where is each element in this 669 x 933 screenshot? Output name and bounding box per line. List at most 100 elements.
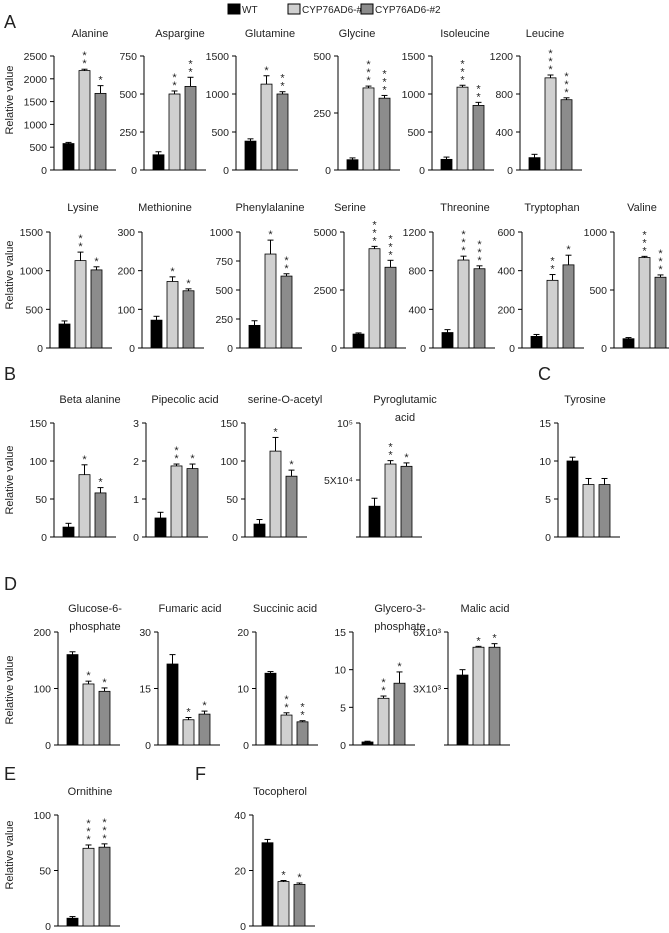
y-tick-label: 0 [545, 532, 551, 544]
significance-star: * [388, 241, 393, 253]
y-tick-label: 15 [539, 418, 551, 430]
bar-cyp76ad6-1 [582, 484, 595, 538]
bar-wt [62, 143, 75, 171]
significance-star: * [460, 58, 465, 70]
significance-star: * [280, 73, 285, 85]
bar-wt [261, 842, 274, 927]
bar-wt [352, 333, 365, 349]
significance-star: * [477, 239, 482, 251]
bar-cyp76ad6-2 [98, 690, 111, 746]
bar-wt [248, 324, 261, 349]
y-tick-label: 0 [507, 165, 513, 177]
y-tick-label: 150 [220, 418, 238, 430]
y-tick-label: 1000 [402, 89, 426, 101]
significance-star: * [284, 255, 289, 267]
chart-title: Valine [627, 202, 657, 214]
bar-wt [622, 338, 635, 349]
y-tick-label: 1500 [402, 51, 426, 63]
significance-star: * [461, 245, 466, 257]
ylabel-b: Relative value [4, 445, 16, 514]
bar-cyp76ad6-2 [186, 468, 199, 538]
bar-cyp76ad6-2 [296, 721, 309, 746]
bar-cyp76ad6-2 [276, 93, 289, 171]
y-tick-label: 0 [37, 343, 43, 355]
bar-wt [530, 335, 543, 349]
significance-star: * [188, 66, 193, 78]
y-tick-label: 400 [408, 304, 426, 316]
bar-wt [253, 523, 266, 538]
significance-star: * [98, 477, 103, 489]
chart-title: Phenylalanine [235, 202, 304, 214]
significance-star: * [642, 229, 647, 241]
bar-cyp76ad6-1 [170, 465, 183, 538]
panel-letter-e: E [4, 764, 16, 784]
y-tick-label: 6X10³ [413, 627, 442, 639]
y-tick-label: 50 [226, 494, 238, 506]
bar-cyp76ad6-2 [94, 92, 107, 171]
bar-wt [361, 741, 374, 746]
significance-star: * [404, 452, 409, 464]
y-tick-label: 100 [117, 304, 135, 316]
chart-title: Alanine [72, 28, 109, 40]
bar-cyp76ad6-2 [488, 646, 501, 746]
significance-star: * [366, 75, 371, 87]
bar-cyp76ad6-1 [457, 259, 470, 349]
bar-cyp76ad6-2 [472, 105, 485, 171]
y-tick-label: 10 [334, 665, 346, 677]
y-tick-label: 1000 [20, 266, 44, 278]
significance-star: * [86, 818, 91, 830]
y-tick-label: 800 [408, 266, 426, 278]
y-tick-label: 100 [33, 684, 51, 696]
y-tick-label: 2000 [24, 74, 48, 86]
significance-star: * [476, 635, 481, 647]
panel-letter-f: F [195, 764, 206, 784]
y-tick-label: 250 [215, 314, 233, 326]
significance-star: * [658, 248, 663, 260]
chart-fumaric-acid: Fumaric acid 0 15 30 * * [139, 603, 221, 752]
significance-star: * [284, 702, 289, 714]
bar-wt [66, 654, 79, 746]
y-tick-label: 0 [420, 343, 426, 355]
panel-letter-d: D [4, 574, 17, 594]
y-tick-label: 600 [497, 227, 515, 239]
chart-serine-o-acetyl: serine-O-acetyl 0 50 100 150 * * [220, 394, 322, 544]
y-tick-label: 15 [334, 627, 346, 639]
chart-title: Succinic acid [253, 603, 317, 615]
chart-title: serine-O-acetyl [248, 394, 323, 406]
y-tick-label: 1000 [210, 227, 234, 239]
significance-star: * [300, 702, 305, 714]
bar-cyp76ad6-2 [598, 484, 611, 538]
significance-star: * [566, 244, 571, 256]
significance-star: * [564, 87, 569, 99]
bar-wt [66, 917, 79, 927]
significance-star: * [102, 817, 107, 829]
significance-star: * [284, 694, 289, 706]
bar-wt [62, 526, 75, 538]
bar-cyp76ad6-1 [166, 281, 179, 349]
chart-title: Tryptophan [524, 202, 579, 214]
y-tick-label: 1000 [584, 227, 608, 239]
significance-star: * [78, 233, 83, 245]
significance-star: * [174, 445, 179, 457]
y-tick-label: 100 [33, 810, 51, 822]
y-tick-label: 0 [129, 343, 135, 355]
y-tick-label: 0 [232, 532, 238, 544]
significance-star: * [102, 677, 107, 689]
significance-star: * [460, 66, 465, 78]
significance-star: * [460, 74, 465, 86]
y-tick-label: 10 [539, 456, 551, 468]
significance-star: * [477, 255, 482, 267]
significance-star: * [186, 278, 191, 290]
significance-star: * [82, 50, 87, 62]
y-tick-label: 500 [407, 127, 425, 139]
chart-title: Pyroglutamic [373, 394, 437, 406]
bar-cyp76ad6-1 [269, 450, 282, 538]
significance-star: * [366, 59, 371, 71]
chart-title: Leucine [526, 28, 565, 40]
y-tick-label: 150 [29, 418, 47, 430]
